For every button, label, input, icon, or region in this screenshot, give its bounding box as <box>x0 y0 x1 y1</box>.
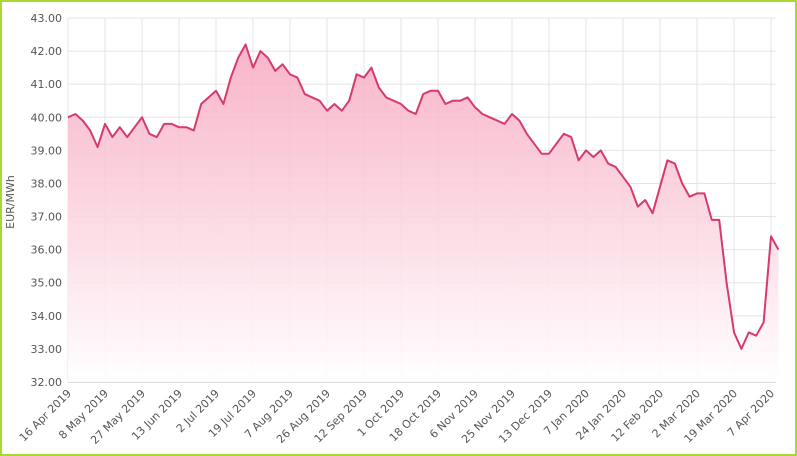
y-tick-label: 32.00 <box>31 376 63 389</box>
y-tick-label: 42.00 <box>31 45 63 58</box>
y-axis-label: EUR/MWh <box>4 175 17 229</box>
area <box>68 44 779 382</box>
y-tick-label: 35.00 <box>31 277 63 290</box>
y-tick-label: 41.00 <box>31 78 63 91</box>
y-tick-label: 38.00 <box>31 177 63 190</box>
y-tick-label: 39.00 <box>31 144 63 157</box>
y-tick-label: 43.00 <box>31 12 63 25</box>
line <box>67 43 780 350</box>
y-tick-label: 40.00 <box>31 111 63 124</box>
y-tick-label: 37.00 <box>31 211 63 224</box>
y-tick-label: 34.00 <box>31 310 63 323</box>
y-tick-label: 36.00 <box>31 244 63 257</box>
y-tick-label: 33.00 <box>31 343 63 356</box>
